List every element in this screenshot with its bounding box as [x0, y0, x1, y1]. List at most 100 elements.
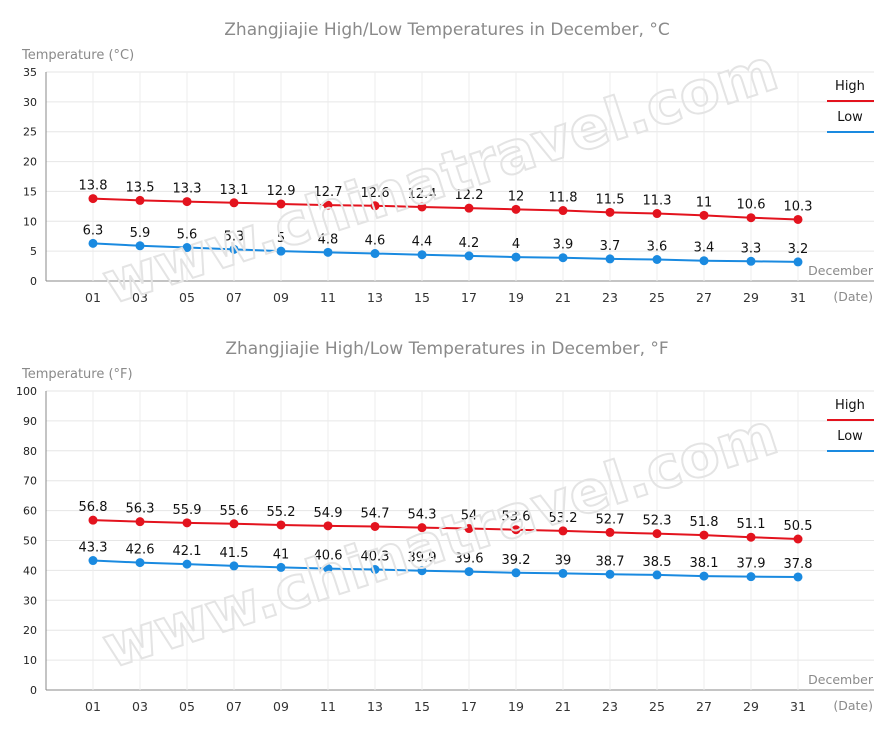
- data-label: 10.3: [784, 199, 813, 214]
- data-label: 3.9: [553, 238, 574, 253]
- x-tick-label: 31: [790, 290, 806, 305]
- data-label: 10.6: [737, 198, 766, 213]
- chart-title: Zhangjiajie High/Low Temperatures in Dec…: [225, 339, 668, 359]
- series-low: 6.3 5.9 5.6 5.3 5 4.8 4.6 4.4 4.2 4 3.9 3.7 3.6 3.4 3.…: [83, 223, 808, 267]
- data-label: 53.6: [502, 510, 531, 525]
- data-point: [652, 209, 662, 219]
- data-label: 41: [273, 547, 290, 562]
- x-tick-label: 17: [461, 699, 477, 714]
- data-label: 12.7: [314, 185, 343, 200]
- data-point: [793, 534, 803, 544]
- data-point: [464, 524, 474, 534]
- data-point: [652, 255, 662, 265]
- legend-label-high: High: [835, 398, 865, 413]
- data-point: [464, 251, 474, 261]
- data-label: 4.4: [412, 235, 433, 250]
- data-label: 4.2: [459, 236, 480, 251]
- data-point: [793, 572, 803, 582]
- x-tick-label: 07: [226, 290, 242, 305]
- data-point: [276, 562, 286, 572]
- data-label: 39.9: [408, 551, 437, 566]
- x-tick-label: 03: [132, 290, 148, 305]
- data-label: 41.5: [220, 546, 249, 561]
- x-tick-label: 15: [414, 290, 430, 305]
- data-point: [464, 203, 474, 213]
- data-label: 6.3: [83, 223, 104, 238]
- y-tick-label: 40: [23, 564, 37, 577]
- data-label: 40.3: [361, 550, 390, 565]
- chart-celsius: Zhangjiajie High/Low Temperatures in Dec…: [21, 20, 874, 319]
- y-tick-label: 20: [23, 156, 37, 169]
- y-tick-label: 30: [23, 96, 37, 109]
- data-point: [746, 213, 756, 223]
- data-point: [605, 254, 615, 264]
- x-tick-label: 19: [508, 699, 524, 714]
- data-point: [135, 241, 145, 251]
- data-point: [370, 249, 380, 259]
- y-tick-label: 60: [23, 505, 37, 518]
- data-point: [276, 246, 286, 256]
- data-point: [323, 564, 333, 574]
- x-tick-label: 13: [367, 290, 383, 305]
- data-point: [370, 521, 380, 531]
- data-label: 51.1: [737, 517, 766, 532]
- data-point: [558, 526, 568, 536]
- data-point: [511, 204, 521, 214]
- data-point: [793, 257, 803, 267]
- data-point: [88, 515, 98, 525]
- data-point: [182, 559, 192, 569]
- data-label: 5: [277, 231, 285, 246]
- x-tick-label: 11: [320, 290, 336, 305]
- data-label: 12.4: [408, 187, 437, 202]
- data-point: [229, 519, 239, 529]
- data-label: 11.5: [596, 192, 625, 207]
- data-point: [417, 250, 427, 260]
- x-tick-label: 07: [226, 699, 242, 714]
- x-tick-label: 29: [743, 290, 759, 305]
- data-label: 55.9: [173, 503, 202, 518]
- data-point: [88, 194, 98, 204]
- data-point: [699, 530, 709, 540]
- data-label: 56.3: [126, 502, 155, 517]
- data-label: 53.2: [549, 511, 578, 526]
- data-point: [417, 202, 427, 212]
- x-tick-label: 27: [696, 290, 712, 305]
- data-label: 11.3: [643, 194, 672, 209]
- data-point: [229, 198, 239, 208]
- data-label: 13.8: [79, 179, 108, 194]
- series-line-high: [92, 519, 799, 541]
- data-point: [699, 256, 709, 266]
- data-point: [88, 556, 98, 566]
- series-high: 13.8 13.5 13.3 13.1 12.9 12.7 12.6 12.4 12.2 12 11…: [79, 179, 813, 224]
- data-label: 52.3: [643, 514, 672, 529]
- data-label: 37.9: [737, 557, 766, 572]
- data-point: [464, 567, 474, 577]
- data-label: 11.8: [549, 191, 578, 206]
- y-tick-label: 80: [23, 445, 37, 458]
- x-tick-label: 21: [555, 699, 571, 714]
- data-point: [652, 529, 662, 539]
- data-point: [699, 571, 709, 581]
- data-label: 13.3: [173, 182, 202, 197]
- x-axis-label: December: [808, 672, 874, 687]
- data-label: 54.9: [314, 506, 343, 521]
- data-label: 54.3: [408, 508, 437, 523]
- y-tick-label: 50: [23, 535, 37, 548]
- x-tick-label: 29: [743, 699, 759, 714]
- y-axis-label: Temperature (°C): [21, 48, 134, 63]
- data-point: [417, 566, 427, 576]
- data-label: 37.8: [784, 557, 813, 572]
- data-label: 50.5: [784, 519, 813, 534]
- data-label: 3.6: [647, 240, 668, 255]
- data-label: 43.3: [79, 541, 108, 556]
- data-point: [605, 527, 615, 537]
- x-tick-label: 11: [320, 699, 336, 714]
- y-tick-label: 10: [23, 654, 37, 667]
- series-line-low: [92, 559, 799, 578]
- data-point: [370, 201, 380, 211]
- data-label: 5.9: [130, 226, 151, 241]
- data-label: 5.6: [177, 228, 198, 243]
- x-tick-label: 15: [414, 699, 430, 714]
- data-point: [135, 558, 145, 568]
